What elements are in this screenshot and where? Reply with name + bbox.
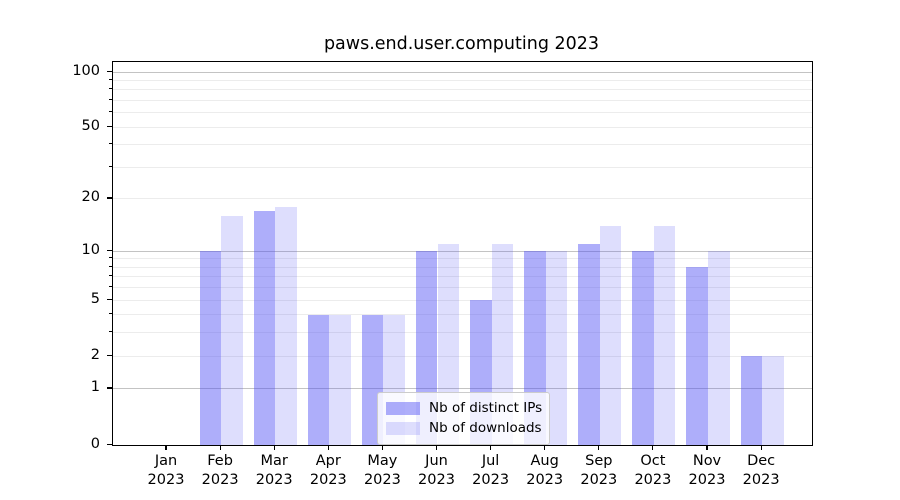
y-tick — [107, 387, 112, 389]
bar-distinct-ips-sep — [578, 244, 600, 445]
y-gridline-minor — [113, 258, 812, 260]
legend-label-downloads: Nb of downloads — [429, 420, 542, 436]
bar-downloads-sep — [599, 226, 622, 445]
x-tick — [544, 445, 546, 450]
x-tick — [273, 445, 275, 450]
y-tick-label: 5 — [90, 290, 100, 307]
legend-swatch-ips — [386, 401, 420, 415]
legend: Nb of distinct IPs Nb of downloads — [377, 392, 550, 445]
y-tick-label: 100 — [72, 62, 100, 79]
x-tick — [706, 445, 708, 450]
x-tick — [165, 445, 167, 450]
y-gridline-minor — [113, 99, 812, 101]
x-tick-label: Apr 2023 — [309, 453, 347, 488]
y-minor-tick — [109, 98, 112, 100]
y-gridline-minor — [113, 355, 812, 357]
y-gridline-minor — [113, 166, 812, 168]
y-gridline-major — [113, 71, 812, 73]
bar-distinct-ips-dec — [740, 356, 763, 445]
y-tick — [107, 249, 112, 251]
x-tick-label: Jun 2023 — [418, 453, 455, 488]
bar-downloads-aug — [545, 251, 568, 445]
y-minor-tick — [109, 286, 112, 288]
y-gridline-minor — [113, 332, 812, 334]
y-tick — [107, 354, 112, 356]
y-gridline-minor — [113, 314, 812, 316]
bar-downloads-nov — [708, 251, 730, 445]
legend-swatch-downloads — [386, 421, 420, 435]
y-tick-label: 20 — [81, 189, 100, 206]
y-tick — [107, 197, 112, 199]
y-tick-label: 10 — [81, 241, 100, 258]
y-tick — [107, 443, 112, 445]
x-tick-label: Mar 2023 — [255, 453, 293, 488]
bar-downloads-oct — [653, 226, 676, 445]
legend-item-downloads: Nb of downloads — [386, 418, 542, 438]
y-gridline-minor — [113, 287, 812, 289]
y-minor-tick — [109, 257, 112, 259]
bar-downloads-mar — [275, 207, 297, 445]
bar-downloads-dec — [762, 356, 784, 445]
y-gridline-minor — [113, 144, 812, 146]
plot-area — [112, 61, 813, 446]
y-gridline-major — [113, 250, 812, 252]
y-minor-tick — [109, 111, 112, 113]
y-minor-tick — [109, 88, 112, 90]
x-tick-label: Aug 2023 — [526, 453, 564, 488]
y-tick-label: 2 — [90, 346, 100, 363]
y-minor-tick — [109, 313, 112, 315]
y-gridline-minor — [113, 266, 812, 268]
y-gridline-major — [113, 388, 812, 390]
y-tick-label: 0 — [90, 435, 100, 452]
legend-item-ips: Nb of distinct IPs — [386, 398, 543, 418]
x-tick-label: Nov 2023 — [688, 453, 726, 488]
y-minor-tick — [109, 78, 112, 80]
y-minor-tick — [109, 165, 112, 167]
x-tick — [490, 445, 492, 450]
x-tick-label: Jan 2023 — [147, 453, 185, 488]
x-tick — [652, 445, 654, 450]
y-tick — [107, 298, 112, 300]
y-gridline-minor — [113, 112, 812, 114]
y-minor-tick — [109, 143, 112, 145]
bar-distinct-ips-oct — [632, 251, 654, 445]
bar-distinct-ips-apr — [307, 314, 330, 445]
y-minor-tick — [109, 331, 112, 333]
bar-distinct-ips-nov — [686, 267, 708, 445]
x-tick — [435, 445, 438, 450]
chart-title: paws.end.user.computing 2023 — [323, 34, 600, 54]
x-tick — [598, 445, 600, 450]
x-tick-label: Dec 2023 — [742, 453, 780, 488]
x-tick-label: Oct 2023 — [634, 453, 672, 488]
y-tick-label: 50 — [81, 117, 100, 134]
bar-distinct-ips-feb — [199, 251, 222, 445]
legend-label-ips: Nb of distinct IPs — [429, 400, 543, 416]
y-tick — [107, 125, 112, 127]
y-gridline-minor — [113, 126, 812, 128]
y-gridline-minor — [113, 276, 812, 278]
y-gridline-minor — [113, 198, 812, 200]
y-gridline-minor — [113, 79, 812, 81]
x-tick — [219, 445, 221, 450]
x-tick — [760, 445, 762, 450]
y-tick-label: 1 — [90, 379, 100, 396]
y-gridline-minor — [113, 89, 812, 91]
y-gridline-minor — [113, 299, 812, 301]
y-tick — [107, 70, 112, 72]
x-tick — [381, 445, 383, 450]
x-tick — [327, 445, 329, 450]
x-tick-label: Sep 2023 — [580, 453, 618, 488]
y-minor-tick — [109, 275, 112, 277]
x-tick-label: May 2023 — [363, 453, 401, 488]
x-tick-label: Jul 2023 — [472, 453, 510, 488]
bar-distinct-ips-mar — [253, 211, 276, 445]
y-minor-tick — [109, 265, 112, 267]
x-tick-label: Feb 2023 — [201, 453, 239, 488]
bar-downloads-apr — [329, 314, 351, 445]
bar-downloads-feb — [221, 216, 243, 445]
